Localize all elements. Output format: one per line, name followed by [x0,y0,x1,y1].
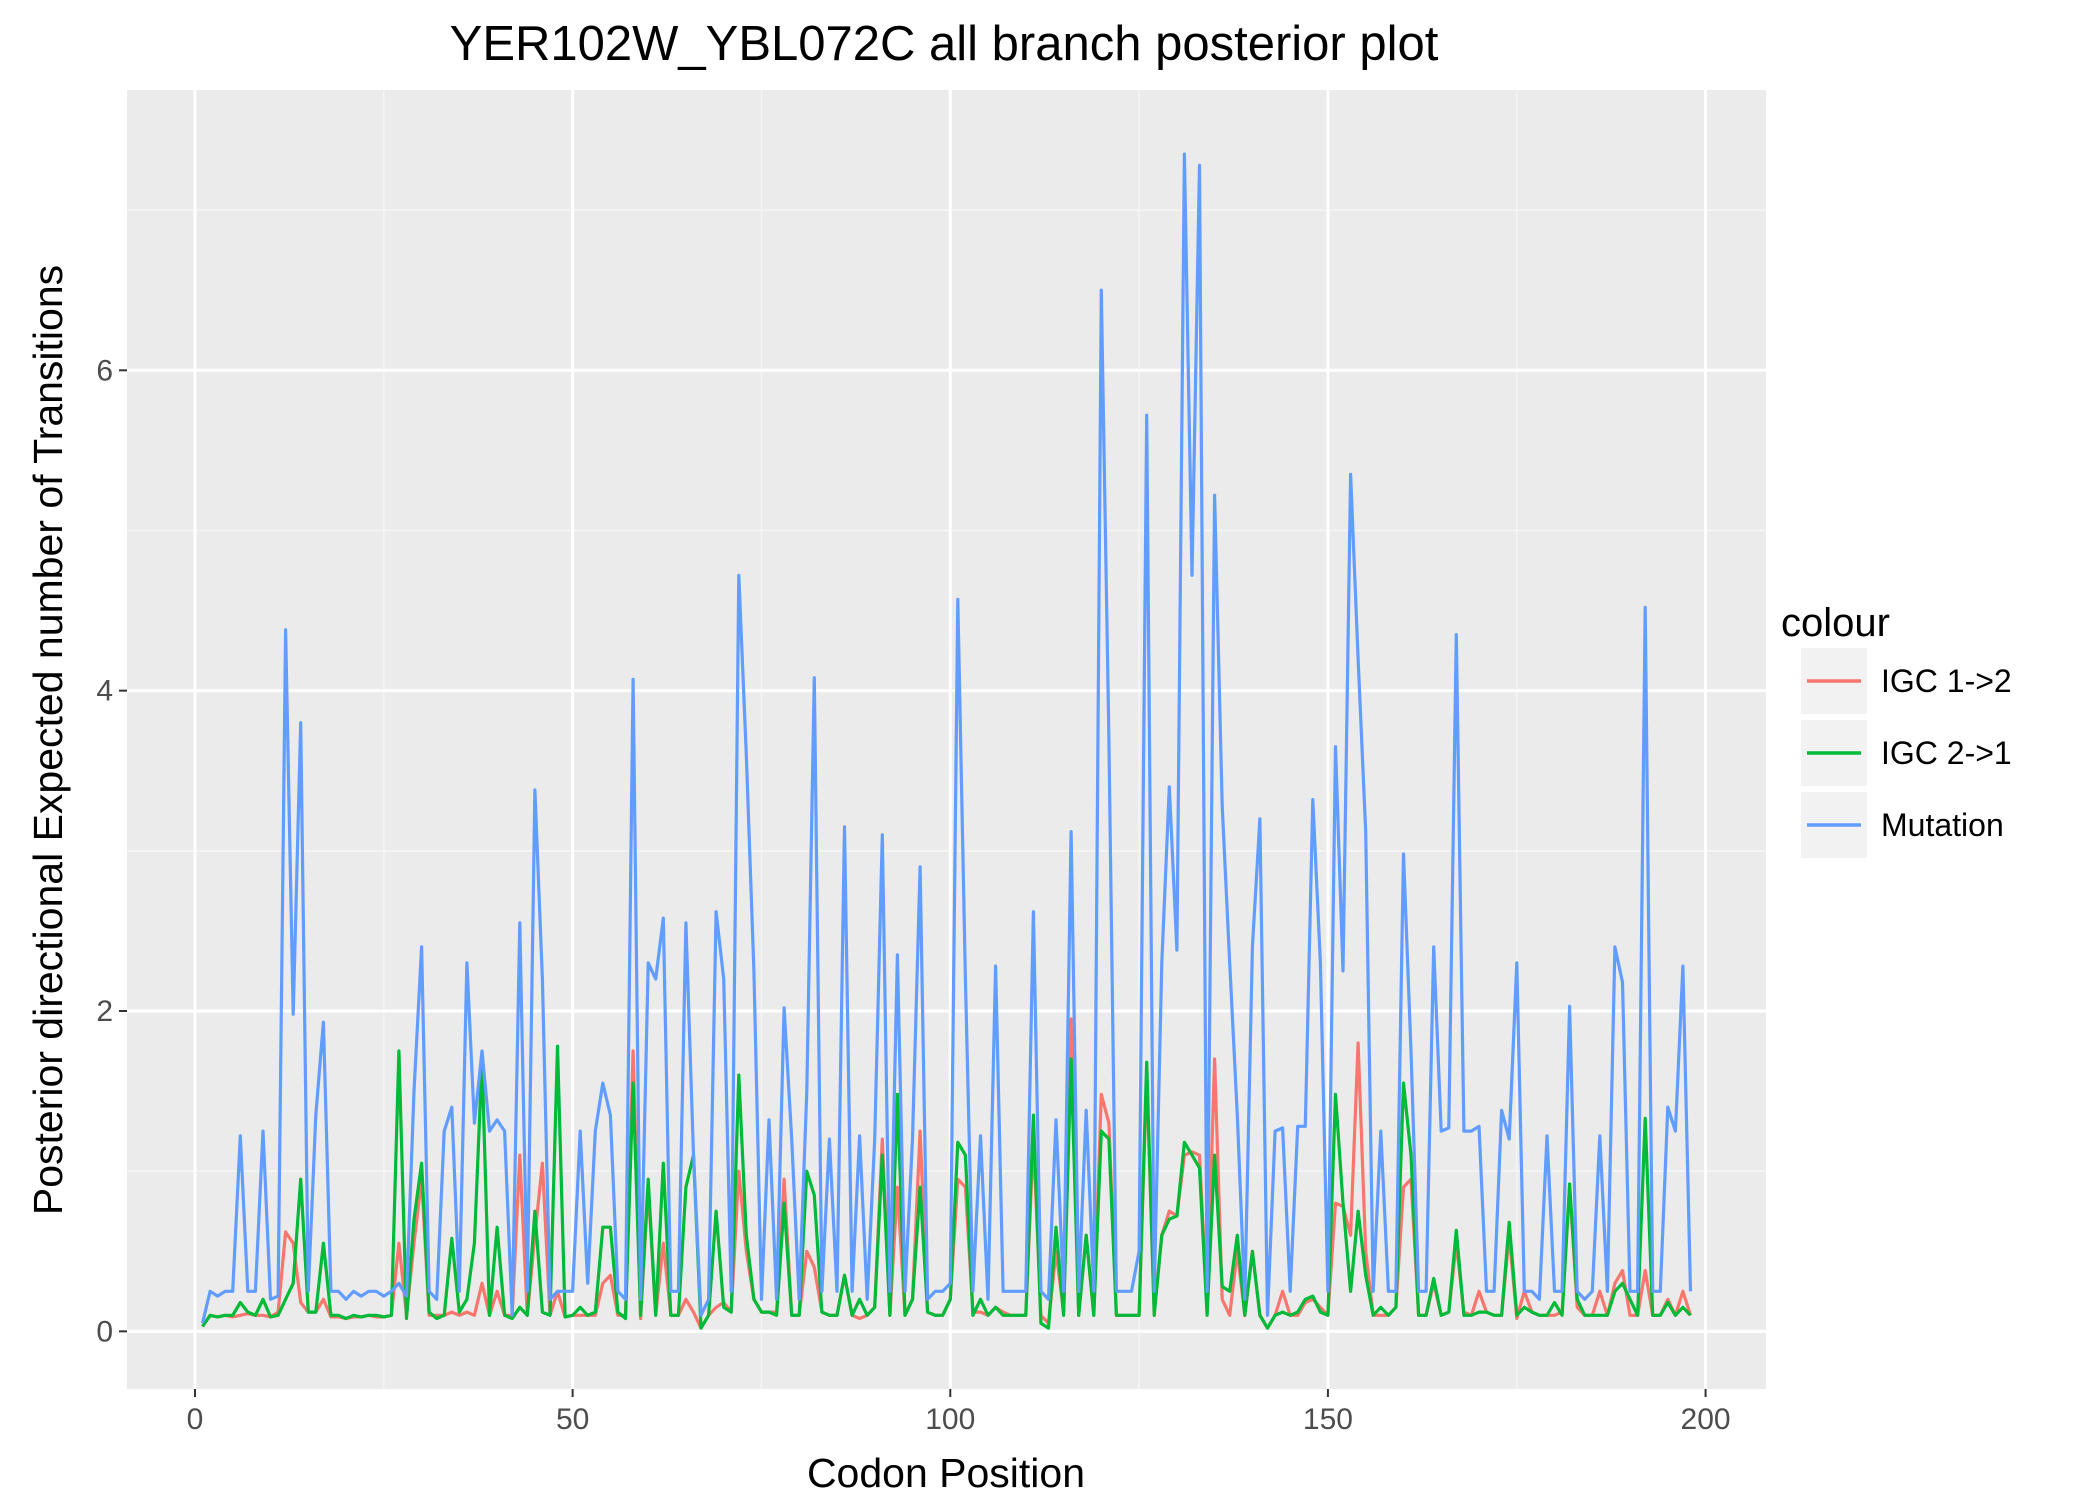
plot-panel [127,90,1766,1389]
legend: colour IGC 1->2 IGC 2->1 Mutation [1781,601,2012,858]
legend-label-igc-1-2: IGC 1->2 [1881,663,2012,699]
legend-label-mutation: Mutation [1881,807,2004,843]
y-tick-label: 2 [96,995,113,1028]
y-axis-ticks: 0 2 4 6 [96,354,127,1348]
x-axis-title: Codon Position [807,1450,1085,1496]
x-tick-label: 150 [1303,1403,1353,1436]
y-tick-label: 6 [96,354,113,387]
y-tick-label: 4 [96,675,113,708]
series-lines [200,152,1693,1330]
x-tick-label: 200 [1681,1403,1731,1436]
x-tick-label: 0 [187,1403,204,1436]
y-axis-title: Posterior directional Expected number of… [25,265,71,1215]
legend-title: colour [1781,601,1890,645]
series-line-mutation [200,152,1693,1324]
x-tick-label: 50 [556,1403,589,1436]
x-axis-ticks: 0 50 100 150 200 [187,1389,1731,1436]
legend-label-igc-2-1: IGC 2->1 [1881,735,2012,771]
series-line-igc-2-1 [201,1044,1692,1330]
x-tick-label: 100 [925,1403,975,1436]
y-tick-label: 0 [96,1315,113,1348]
minor-gridlines [127,90,1766,1389]
chart-title: YER102W_YBL072C all branch posterior plo… [450,17,1439,71]
major-gridlines [127,90,1766,1389]
